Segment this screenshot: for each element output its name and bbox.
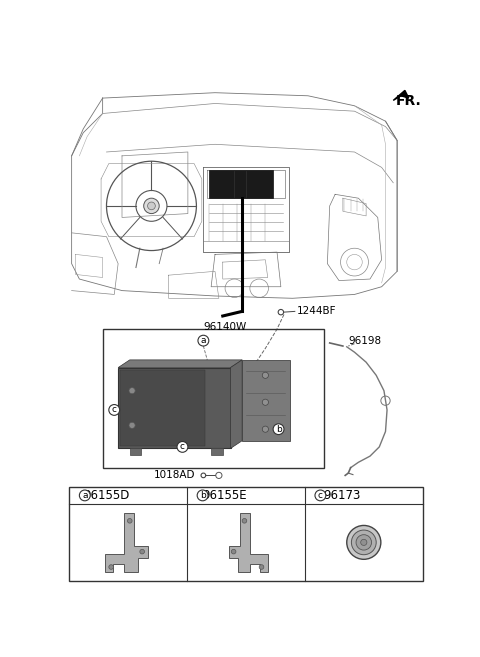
Text: 96173: 96173 <box>324 489 361 502</box>
Circle shape <box>262 373 268 378</box>
Circle shape <box>360 539 367 545</box>
Text: 1018AD: 1018AD <box>154 470 196 480</box>
Text: c: c <box>318 491 323 500</box>
Bar <box>130 449 142 455</box>
Text: c: c <box>180 442 185 451</box>
Circle shape <box>231 549 236 554</box>
Text: 96155D: 96155D <box>84 489 130 502</box>
Text: b: b <box>276 424 281 434</box>
Polygon shape <box>230 360 242 449</box>
Text: FR.: FR. <box>396 94 422 108</box>
Circle shape <box>262 426 268 432</box>
Polygon shape <box>229 513 268 572</box>
Polygon shape <box>393 91 409 101</box>
Circle shape <box>109 405 120 415</box>
Circle shape <box>79 490 90 501</box>
Text: c: c <box>112 405 117 415</box>
Polygon shape <box>105 513 147 572</box>
Text: 96140W: 96140W <box>204 322 247 332</box>
Polygon shape <box>118 360 242 367</box>
Circle shape <box>129 388 135 394</box>
Circle shape <box>198 335 209 346</box>
Text: 96155E: 96155E <box>202 489 247 502</box>
Bar <box>211 449 223 455</box>
Circle shape <box>197 490 208 501</box>
Bar <box>118 367 230 449</box>
Circle shape <box>177 442 188 452</box>
Circle shape <box>127 518 132 523</box>
Bar <box>209 170 273 198</box>
Text: b: b <box>200 491 205 500</box>
Bar <box>69 487 423 581</box>
Circle shape <box>109 565 113 570</box>
Circle shape <box>273 424 284 434</box>
Bar <box>242 360 290 441</box>
Circle shape <box>242 518 247 523</box>
Circle shape <box>201 473 206 478</box>
Bar <box>120 370 205 446</box>
Text: 96198: 96198 <box>348 336 381 346</box>
Text: 1244BF: 1244BF <box>296 306 336 317</box>
Circle shape <box>278 309 284 315</box>
Circle shape <box>140 549 144 554</box>
Text: a: a <box>82 491 87 500</box>
Circle shape <box>144 198 159 214</box>
Circle shape <box>351 530 376 555</box>
Bar <box>103 329 324 468</box>
Circle shape <box>315 490 326 501</box>
Circle shape <box>347 526 381 559</box>
Circle shape <box>262 399 268 405</box>
Circle shape <box>356 535 372 550</box>
Circle shape <box>129 422 135 428</box>
Circle shape <box>259 565 264 570</box>
Text: a: a <box>201 336 206 345</box>
Circle shape <box>147 202 156 210</box>
